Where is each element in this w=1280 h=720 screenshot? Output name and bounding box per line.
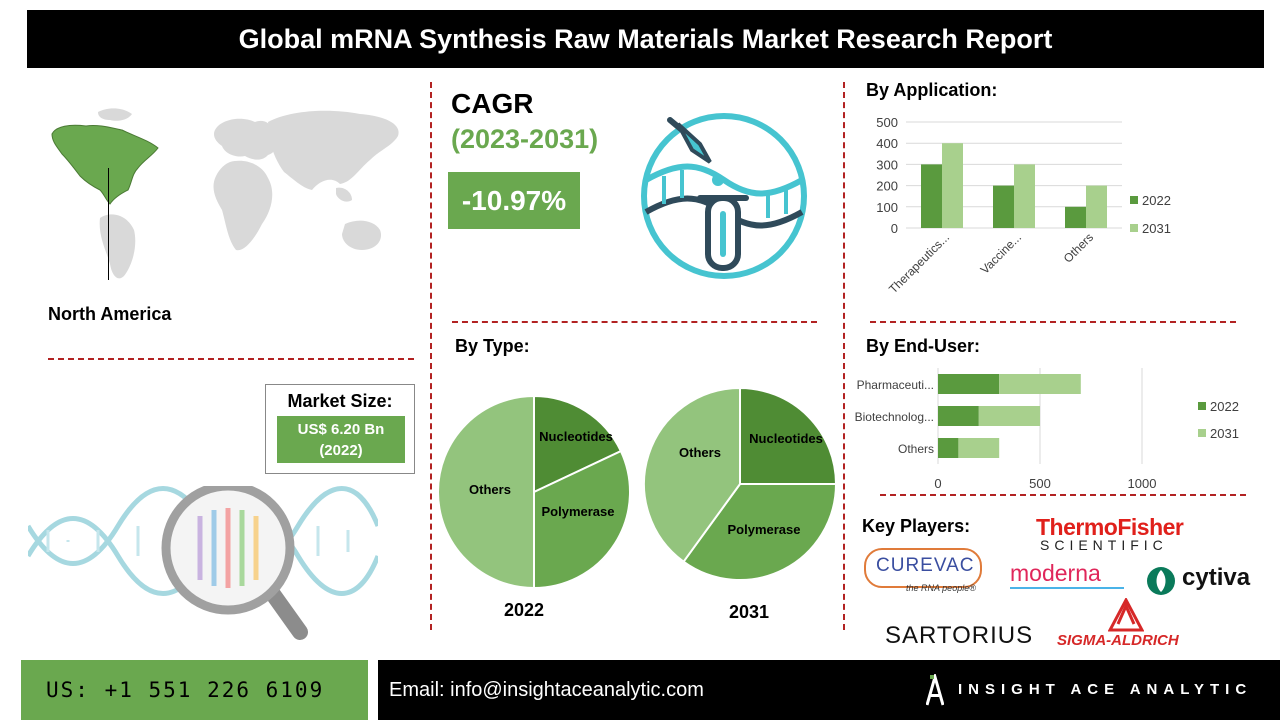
by-application-chart: 0 100 200 300 400 500 Therapeutics... Vaccine..…: [876, 115, 1171, 296]
pie-2022-slice-2: [437, 394, 535, 590]
moderna-underline: [1010, 587, 1124, 589]
curevac-tagline: the RNA people®: [906, 583, 976, 593]
by-application-title: By Application:: [866, 80, 998, 100]
enduser-category-label-2: Others: [898, 442, 934, 456]
dna-test-tube-icon: [641, 113, 807, 279]
by-type-pie-2031: Nucleotides Polymerase Others: [643, 386, 838, 581]
enduser-legend-swatch-1: [1198, 429, 1206, 437]
app-legend-label-0: 2022: [1142, 193, 1171, 208]
enduser-legend-label-1: 2031: [1210, 426, 1239, 441]
app-category-label-2: Others: [1061, 230, 1096, 265]
app-ytick-4: 400: [876, 136, 898, 151]
world-map: [51, 108, 399, 279]
sigma-aldrich-logo: SIGMA-ALDRICH: [1057, 632, 1179, 649]
app-ytick-2: 200: [876, 179, 898, 194]
app-bar-2022-0: [921, 164, 942, 228]
enduser-bar-2031-1: [978, 406, 1040, 426]
market-size-value: US$ 6.20 Bn (2022): [277, 416, 405, 463]
dna-magnifier-illustration: [28, 486, 378, 640]
pie-2031-slice-1: [682, 483, 838, 581]
key-players-title: Key Players:: [862, 516, 971, 536]
app-ytick-5: 500: [876, 115, 898, 130]
enduser-category-label-1: Biotechnolog...: [855, 410, 934, 424]
pie-2031-slice-label-1: Polymerase: [728, 522, 801, 537]
app-bar-2031-2: [1086, 185, 1107, 228]
market-size-box: Market Size: US$ 6.20 Bn (2022): [265, 384, 415, 474]
pie-2022-slice-label-1: Polymerase: [542, 504, 615, 519]
cagr-value: -10.97%: [448, 172, 580, 229]
footer-email: Email: info@insightaceanalytic.com: [389, 679, 704, 701]
pie-2031-slice-0: [739, 386, 838, 485]
thermofisher-logo: ThermoFisher: [1036, 514, 1184, 540]
enduser-bar-2031-2: [958, 438, 1000, 458]
moderna-logo: moderna: [1010, 560, 1101, 586]
app-bar-2031-1: [1014, 164, 1035, 228]
insight-ace-logo-icon: [926, 674, 944, 706]
pie-2031-slice-2: [643, 386, 741, 564]
pie-2022-title: 2022: [503, 600, 545, 620]
region-label: North America: [48, 304, 172, 324]
divider-map: [48, 358, 414, 360]
cagr-years: (2023-2031): [451, 124, 599, 154]
cytiva-logo: cytiva: [1182, 564, 1251, 591]
app-legend-label-1: 2031: [1142, 221, 1171, 236]
map-pointer-line: [108, 168, 109, 280]
enduser-xtick-0: 0: [934, 476, 941, 491]
cytiva-icon: [1147, 567, 1175, 595]
app-category-label-0: Therapeutics...: [886, 230, 952, 296]
enduser-legend-swatch-0: [1198, 402, 1206, 410]
by-type-pie-2022: Nucleotides Polymerase Others: [437, 394, 631, 590]
pie-2022-slice-1: [533, 449, 631, 590]
divider-left: [430, 82, 432, 630]
pie-2022-slice-label-2: Others: [469, 482, 511, 497]
divider-cagr: [452, 321, 817, 323]
curevac-logo-ring: [864, 548, 982, 588]
market-size-year: (2022): [319, 442, 363, 459]
market-size-label: Market Size:: [287, 391, 393, 411]
app-ytick-3: 300: [876, 157, 898, 172]
pie-2031-slice-label-0: Nucleotides: [749, 431, 823, 446]
enduser-category-label-0: Pharmaceuti...: [857, 378, 934, 392]
app-bar-2022-2: [1065, 206, 1086, 228]
page-title: Global mRNA Synthesis Raw Materials Mark…: [27, 10, 1264, 68]
by-type-title: By Type:: [455, 336, 530, 356]
app-ytick-0: 0: [891, 221, 898, 236]
app-legend-swatch-1: [1130, 224, 1138, 232]
footer-brand: INSIGHT ACE ANALYTIC: [958, 681, 1253, 698]
footer-bar: Email: info@insightaceanalytic.com INSIG…: [378, 660, 1280, 720]
app-bar-2031-0: [942, 143, 963, 228]
divider-enduser: [880, 494, 1246, 496]
enduser-xtick-1: 500: [1029, 476, 1051, 491]
by-end-user-title: By End-User:: [866, 336, 981, 356]
by-end-user-chart: 0 500 1000 Pharmaceuti... Biotechnolog... Oth…: [855, 368, 1239, 491]
pie-2031-title: 2031: [728, 602, 770, 622]
sartorius-logo: SARTORIUS: [885, 622, 1034, 649]
enduser-bar-2022-1: [938, 406, 979, 426]
pie-2022-slice-label-0: Nucleotides: [539, 429, 613, 444]
divider-application: [870, 321, 1236, 323]
enduser-legend-label-0: 2022: [1210, 399, 1239, 414]
app-bar-2022-1: [993, 185, 1014, 228]
sigma-aldrich-icon: [1108, 598, 1144, 632]
footer-phone: US: +1 551 226 6109: [21, 660, 368, 720]
divider-right: [843, 82, 845, 630]
enduser-bar-2031-0: [999, 374, 1081, 394]
market-size-amount: US$ 6.20 Bn: [297, 421, 385, 438]
app-category-label-1: Vaccine...: [978, 230, 1025, 277]
enduser-bar-2022-2: [938, 438, 959, 458]
enduser-xtick-2: 1000: [1128, 476, 1157, 491]
app-legend-swatch-0: [1130, 196, 1138, 204]
enduser-bar-2022-0: [938, 374, 1000, 394]
thermofisher-logo-subtitle: SCIENTIFIC: [1040, 537, 1168, 553]
app-ytick-1: 100: [876, 200, 898, 215]
pie-2022-slice-0: [533, 394, 623, 494]
curevac-logo: CUREVAC: [876, 555, 975, 576]
cagr-title: CAGR: [451, 88, 534, 119]
pie-2031-slice-label-2: Others: [679, 445, 721, 460]
